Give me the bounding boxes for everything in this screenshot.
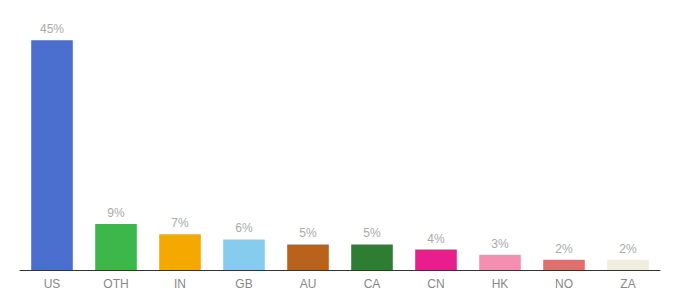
svg-text:CA: CA xyxy=(364,277,381,291)
svg-text:CN: CN xyxy=(427,277,444,291)
svg-text:2%: 2% xyxy=(619,242,637,256)
svg-text:IN: IN xyxy=(174,277,186,291)
svg-text:9%: 9% xyxy=(107,206,125,220)
svg-text:2%: 2% xyxy=(555,242,573,256)
svg-text:6%: 6% xyxy=(235,221,253,235)
svg-text:OTH: OTH xyxy=(103,277,128,291)
svg-text:ZA: ZA xyxy=(620,277,635,291)
svg-text:NO: NO xyxy=(555,277,573,291)
svg-text:5%: 5% xyxy=(299,226,317,240)
svg-text:45%: 45% xyxy=(40,22,64,36)
svg-text:AU: AU xyxy=(300,277,317,291)
svg-text:4%: 4% xyxy=(427,232,445,246)
svg-text:3%: 3% xyxy=(491,237,509,251)
svg-text:US: US xyxy=(44,277,61,291)
svg-text:5%: 5% xyxy=(363,226,381,240)
svg-text:GB: GB xyxy=(235,277,252,291)
svg-text:HK: HK xyxy=(492,277,509,291)
svg-text:7%: 7% xyxy=(171,216,189,230)
